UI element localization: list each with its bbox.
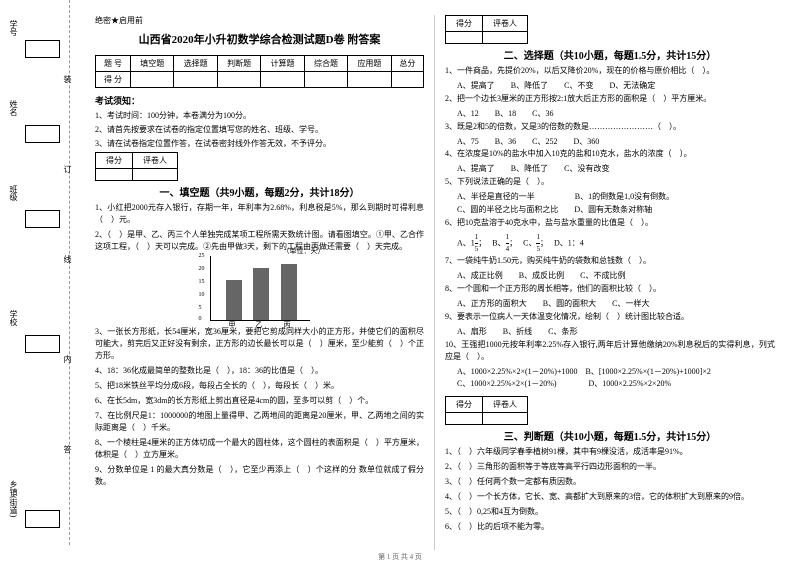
left-column: 绝密★启用前 山西省2020年小升初数学综合检测试题D卷 附答案 题 号 填空题…: [85, 15, 435, 550]
chart-container: （单位：天） 25 20 15 10 5 0 甲 乙 丙: [95, 256, 424, 323]
exam-title: 山西省2020年小升初数学综合检测试题D卷 附答案: [95, 31, 424, 47]
judge-q2: 2、（ ）三角形的面积等于等底等高平行四边形面积的一半。: [445, 461, 775, 473]
mark-da: 答: [62, 445, 73, 453]
notice-2: 2、请首先按要求在试卷的指定位置填写您的姓名、班级、学号。: [95, 124, 424, 136]
choice-q4: 4、在浓度是10%的盐水中加入10克的盐和10克水，盐水的浓度（ ）。: [445, 148, 775, 160]
fill-q5: 5、把18米铁丝平均分成6段，每段占全长的（ ），每段长（ ）米。: [95, 380, 424, 392]
choice-q6-opts: A、115； B、14； C、15； D、1：4: [445, 232, 775, 255]
box-xuexiao: [25, 335, 60, 353]
score-table: 题 号 填空题 选择题 判断题 计算题 综合题 应用题 总分 得 分: [95, 55, 424, 88]
choice-q7-opts: A、成正比例 B、成反比例 C、不成比例: [445, 270, 775, 283]
judge-q3: 3、（ ）任何两个数一定都有质因数。: [445, 476, 775, 488]
chart-unit-label: （单位：天）: [283, 246, 325, 256]
th-3: 判断题: [217, 56, 260, 72]
choice-q4-opts: A、提高了 B、降低了 C、没有改变: [445, 163, 775, 176]
choice-q9: 9、要表示一位病人一天体温变化情况，绘制（ ）统计图比较合适。: [445, 311, 775, 323]
choice-q5-opts: A、半径是直径的一半 B、1的倒数是1,0没有倒数。 C、圆的半径之比与面积之比…: [445, 191, 775, 217]
choice-q2-opts: A、12 B、18 C、36: [445, 108, 775, 121]
fill-q2: 2、（ ）是甲、乙、丙三个人单独完成某项工程所需天数统计图。请看图填空。①甲、乙…: [95, 229, 424, 253]
choice-q3-opts: A、75 B、36 C、252 D、360: [445, 136, 775, 149]
fill-q4: 4、18：36化成最简单的整数比是（ ），18：36的比值是（ ）。: [95, 365, 424, 377]
judge-q6: 6、（ ）比的后项不能为零。: [445, 521, 775, 533]
label-xuehao: 学号: [8, 20, 19, 36]
choice-q6: 6、把10克盐溶于40克水中，盐与盐水重量的比值是（ ）。: [445, 217, 775, 229]
notice-title: 考试须知：: [95, 94, 424, 107]
notice-3: 3、请在试卷指定位置作答，在试卷密封线外作答无效，不予评分。: [95, 138, 424, 150]
choice-q9-opts: A、扇形 B、折线 C、条形: [445, 326, 775, 339]
th-7: 总分: [391, 56, 423, 72]
label-banji: 班级: [8, 185, 19, 201]
bar-yi: [253, 268, 269, 320]
right-column: 得分评卷人 二、选择题（共10小题，每题1.5分，共计15分） 1、一件商品，先…: [435, 15, 785, 550]
choice-q10: 10、王强把1000元按年利率2.25%存入银行,两年后计算他缴纳20%利息税后…: [445, 339, 775, 363]
choice-q1-opts: A、提高了 B、降低了 C、不变 D、无法确定: [445, 80, 775, 93]
section-fill-title: 一、填空题（共9小题，每题2分，共计18分）: [95, 184, 424, 199]
section-judge-title: 三、判断题（共10小题，每题1.5分，共计15分）: [445, 428, 775, 443]
choice-q5: 5、下列说法正确的是（ ）。: [445, 176, 775, 188]
choice-q2: 2、把一个边长3厘米的正方形按2:1放大后正方形的面积是（ ）平方厘米。: [445, 93, 775, 105]
box-xingming: [25, 125, 60, 143]
th-1: 填空题: [131, 56, 174, 72]
section-score-judge: 得分评卷人: [445, 396, 528, 425]
section-score-choice: 得分评卷人: [445, 15, 528, 44]
fill-q6: 6、在长5dm，宽3dm的长方形纸上剪出直径是4cm的圆，至多可以剪（ ）个。: [95, 395, 424, 407]
fill-q9: 9、分数单位是 1 的最大真分数是（ ），它至少再添上（ ）个这样的分 数单位就…: [95, 464, 424, 488]
box-banji: [25, 210, 60, 228]
binding-area: 学号 姓名 班级 学校 乡镇(街道) 装 订 线 内 答: [0, 0, 70, 545]
label-xuexiao: 学校: [8, 310, 19, 326]
choice-q3: 3、既是2和5的倍数，又是3的倍数的数是……………………（ ）。: [445, 121, 775, 133]
choice-q8-opts: A、正方形的面积大 B、圆的面积大 C、一样大: [445, 298, 775, 311]
bar-bing: [281, 264, 297, 320]
main-content: 绝密★启用前 山西省2020年小升初数学综合检测试题D卷 附答案 题 号 填空题…: [85, 15, 785, 550]
bar-jia: [226, 280, 242, 320]
row-label: 得 分: [96, 72, 131, 88]
judge-q5: 5、（ ）0,25和4互为倒数。: [445, 506, 775, 518]
mark-ding: 订: [62, 165, 73, 173]
box-xiangzhen: [25, 510, 60, 528]
th-4: 计算题: [261, 56, 304, 72]
mark-xian: 线: [62, 255, 73, 263]
judge-q1: 1、（ ）六年级同学春季植树91棵，其中有9棵没活，成活率是91%。: [445, 446, 775, 458]
th-2: 选择题: [174, 56, 217, 72]
bar-chart: （单位：天） 25 20 15 10 5 0 甲 乙 丙: [210, 256, 310, 321]
fill-q7: 7、在比例尺是1：1000000的地图上量得甲、乙两地间的距离是20厘米，甲、乙…: [95, 410, 424, 434]
choice-q7: 7、一袋纯牛奶1.50元，购买纯牛奶的袋数和总钱数（ ）。: [445, 255, 775, 267]
th-0: 题 号: [96, 56, 131, 72]
fill-q8: 8、一个棱柱是4厘米的正方体切成一个最大的圆柱体，这个圆柱的表面积是（ ）平方厘…: [95, 437, 424, 461]
judge-q4: 4、（ ）一个长方体，它长、宽、高都扩大到原来的3倍，它的体积扩大到原来的9倍。: [445, 491, 775, 503]
label-xingming: 姓名: [8, 100, 19, 116]
header-mark: 绝密★启用前: [95, 15, 424, 26]
notice-1: 1、考试时间：100分钟，本卷满分为100分。: [95, 110, 424, 122]
section-choice-title: 二、选择题（共10小题，每题1.5分，共计15分）: [445, 47, 775, 62]
fill-q1: 1、小红把2000元存入银行，存期一年，年利率为2.68%，利息税是5%，那么到…: [95, 202, 424, 226]
th-5: 综合题: [304, 56, 347, 72]
th-6: 应用题: [348, 56, 391, 72]
choice-q8: 8、一个圆和一个正方形的周长相等，他们的面积比较（ ）。: [445, 283, 775, 295]
choice-q1: 1、一件商品，先提价20%，以后又降价20%，现在的价格与原价相比（ ）。: [445, 65, 775, 77]
choice-q10-opts: A、1000×2.25%×2×(1－20%)+1000 B、[1000×2.25…: [445, 366, 775, 392]
section-score-fill: 得分评卷人: [95, 152, 178, 181]
label-xiangzhen: 乡镇(街道): [8, 480, 19, 517]
mark-zhuang: 装: [62, 75, 73, 83]
box-xuehao: [25, 40, 60, 58]
page-footer: 第 1 页 共 4 页: [0, 552, 800, 562]
mark-nei: 内: [62, 355, 73, 363]
fill-q3: 3、一张长方形纸，长54厘米，宽36厘米，要把它剪成同样大小的正方形，并使它们的…: [95, 326, 424, 362]
